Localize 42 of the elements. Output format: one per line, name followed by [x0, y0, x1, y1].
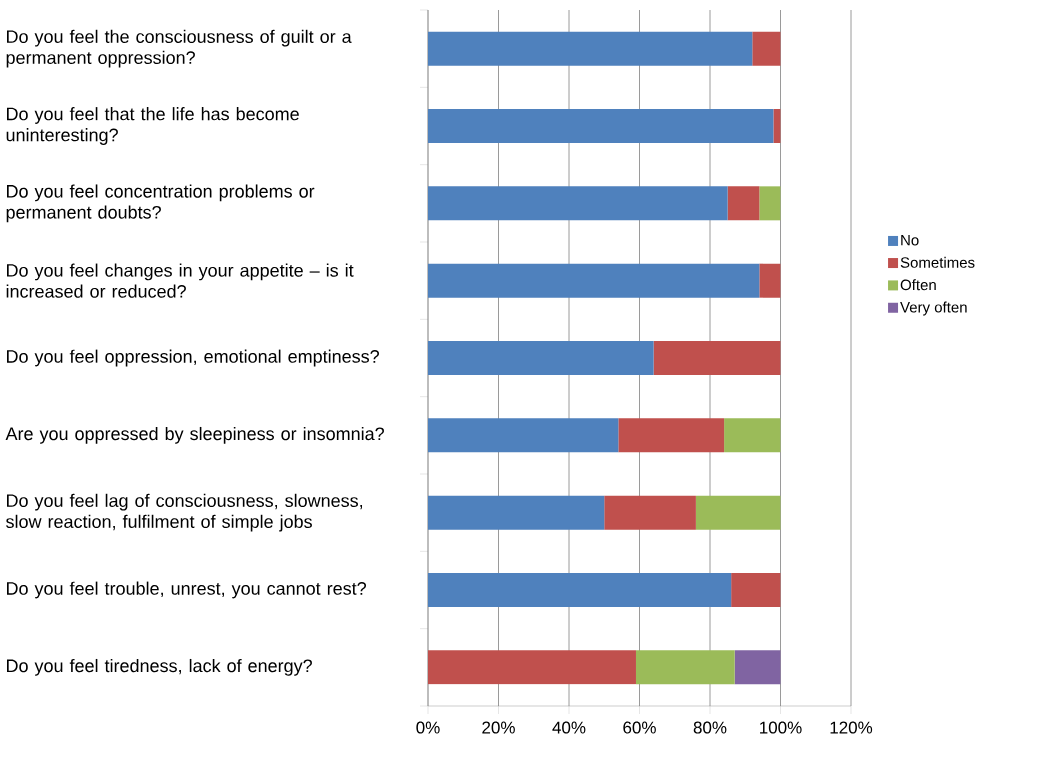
- x-tick-label: 0%: [416, 721, 440, 734]
- y-tick-label: Do you feel oppression, emotional emptiness?: [7, 349, 379, 367]
- bar: [428, 495, 605, 530]
- bar: [759, 186, 781, 221]
- bar: [731, 573, 781, 608]
- legend-label: Very often: [900, 301, 967, 316]
- y-tick-label: Do you feel that the life has become uninteresting?: [6, 107, 299, 145]
- x-tick-label: 100%: [760, 721, 802, 734]
- bar: [635, 650, 735, 685]
- bar: [428, 573, 732, 608]
- y-tick-label: Do you feel changes in your appetite – is it increased or reduced?: [6, 263, 354, 298]
- x-tick-label: 20%: [482, 721, 515, 734]
- bar: [759, 263, 781, 298]
- bar: [734, 650, 781, 685]
- bar: [695, 495, 781, 530]
- bar: [618, 418, 725, 453]
- bar: [428, 109, 774, 143]
- y-tick-label: Are you oppressed by sleepiness or insomnia?: [5, 426, 384, 444]
- legend-label: No: [901, 235, 919, 246]
- y-tick-label: Do you feel tiredness, lack of energy?: [7, 658, 312, 676]
- bar: [727, 186, 760, 221]
- bar: [604, 495, 696, 530]
- bar: [773, 109, 781, 143]
- x-tick-label: 40%: [552, 721, 586, 734]
- legend-label: Often: [900, 279, 936, 291]
- y-tick-label: Do you feel concentration problems or permanent doubts?: [6, 184, 315, 223]
- bar: [724, 418, 781, 453]
- y-tick-label: Do you feel trouble, unrest, you cannot rest?: [7, 581, 367, 599]
- x-tick-label: 80%: [693, 721, 727, 734]
- legend-label: Sometimes: [900, 256, 975, 268]
- y-tick-label: Do you feel the consciousness of guilt or a permanent oppression?: [6, 29, 352, 68]
- bar: [428, 341, 654, 376]
- bar: [428, 418, 619, 453]
- x-tick-label: 60%: [623, 721, 656, 734]
- bar: [428, 263, 760, 298]
- bar: [428, 650, 636, 685]
- bar: [428, 31, 753, 66]
- bar: [428, 186, 728, 221]
- y-tick-label: Do you feel lag of consciousness, slowness, slow reaction, fulfilment of simple jobs: [6, 493, 363, 532]
- bar: [653, 341, 781, 376]
- x-tick-label: 120%: [830, 721, 873, 734]
- bar: [752, 31, 781, 66]
